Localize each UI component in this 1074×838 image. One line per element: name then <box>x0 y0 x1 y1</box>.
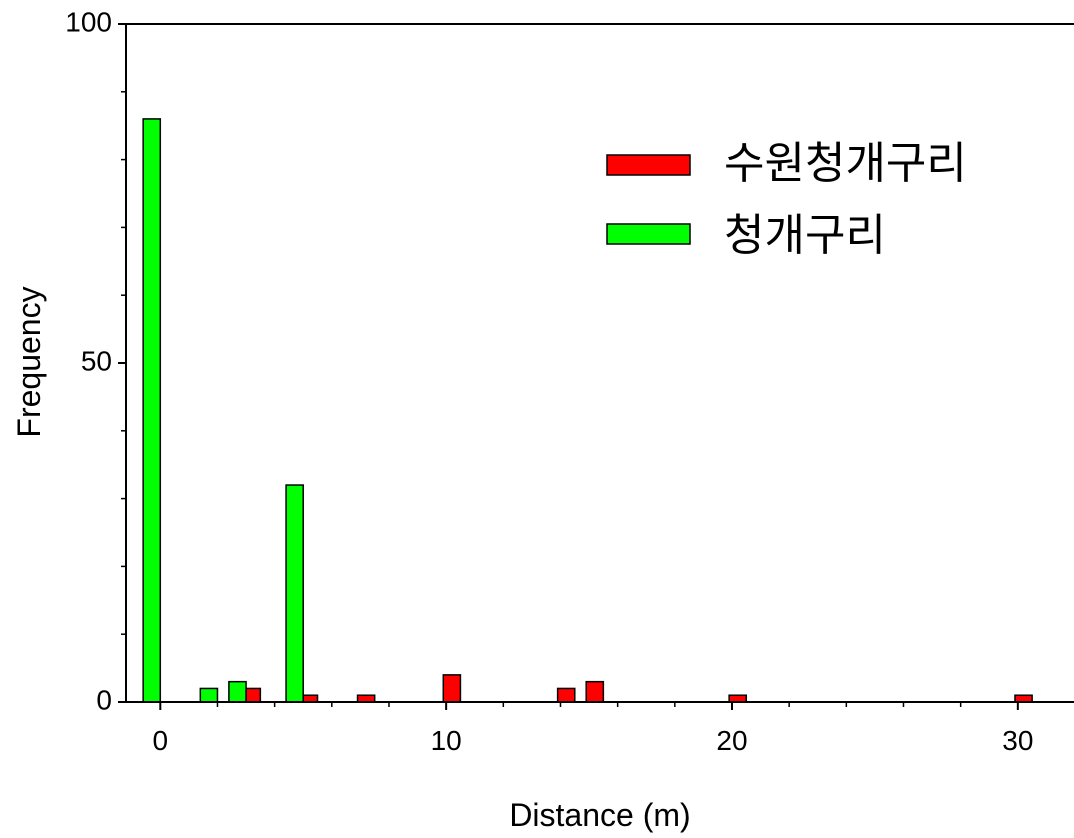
bars-layer <box>142 118 1033 703</box>
plot-frame <box>125 23 1074 703</box>
legend-label-series-2: 청개구리 <box>724 210 886 261</box>
legend-swatch-series-1 <box>606 154 691 176</box>
x-tick-label: 10 <box>431 725 462 756</box>
bar-series-1-6 <box>585 680 605 703</box>
x-tick-label: 20 <box>716 725 747 756</box>
bar-series-2-4 <box>285 484 304 703</box>
y-tick-label: 100 <box>65 6 112 37</box>
axis-ticks <box>118 23 1019 710</box>
bar-series-1-5 <box>556 687 576 703</box>
y-tick-label: 50 <box>81 345 112 376</box>
axis-tick-labels: 0 50 100 0 10 20 30 <box>65 6 1033 756</box>
legend: 수원청개구리 청개구리 <box>606 138 967 261</box>
legend-swatch-series-2 <box>606 223 691 245</box>
bar-series-2-3 <box>228 680 247 703</box>
bar-series-1-8 <box>1014 694 1033 703</box>
x-tick-label: 0 <box>153 725 169 756</box>
bar-series-2-2 <box>199 687 219 703</box>
bar-series-1-4 <box>442 674 462 703</box>
bar-series-1-3 <box>356 694 376 703</box>
bar-series-2-1 <box>142 118 162 703</box>
x-tick-label: 30 <box>1002 725 1033 756</box>
y-axis-title: Frequency <box>11 286 47 437</box>
x-axis-title: Distance (m) <box>509 797 690 833</box>
y-tick-label: 0 <box>96 684 112 715</box>
bar-series-1-7 <box>728 694 748 703</box>
legend-label-series-1: 수원청개구리 <box>724 138 967 189</box>
